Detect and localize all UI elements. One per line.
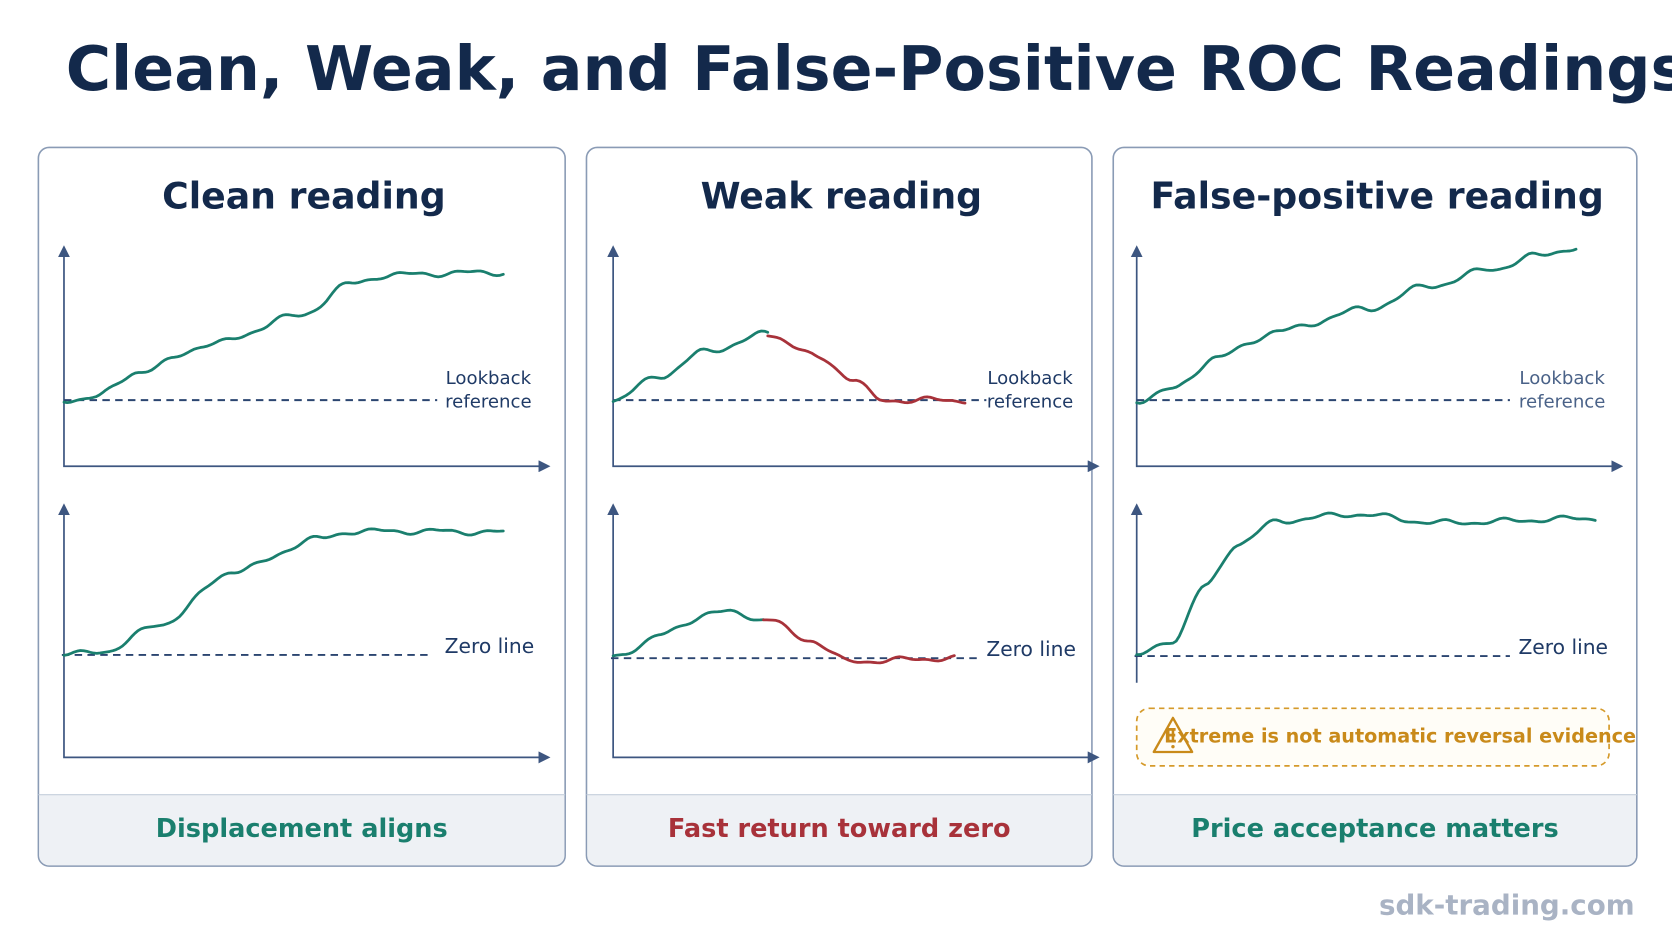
price-axes xyxy=(58,245,551,473)
panel-frame xyxy=(585,146,1093,867)
lookback-label: Lookback xyxy=(1519,368,1605,389)
lookback-label: reference xyxy=(445,391,531,412)
panel-footer: Fast return toward zero xyxy=(668,814,1011,844)
price-line-fade xyxy=(766,334,967,405)
zero-line-label: Zero line xyxy=(1518,635,1608,659)
zero-line-label: Zero line xyxy=(986,637,1076,661)
roc-line xyxy=(611,608,765,658)
price-line xyxy=(1135,247,1578,405)
panel: Weak reading Fast return toward zero Lookb… xyxy=(585,146,1100,867)
warning-icon xyxy=(1152,716,1194,754)
panel-footer-bg xyxy=(1114,794,1637,866)
lookback-label: Lookback xyxy=(446,368,532,389)
lookback-label: reference xyxy=(987,391,1073,412)
panel: False-positive reading Price acceptance m… xyxy=(1112,146,1638,867)
price-axes xyxy=(1130,245,1624,473)
panel-title: Clean reading xyxy=(162,175,446,218)
roc-line-fade xyxy=(762,618,956,665)
warning-box xyxy=(1135,707,1610,767)
warning: Extreme is not automatic reversal eviden… xyxy=(1135,707,1636,767)
panel-footer-bg xyxy=(587,794,1092,866)
warning-icon-dot xyxy=(1171,744,1175,749)
warning-text: Extreme is not automatic reversal eviden… xyxy=(1164,725,1636,748)
panel-footer: Displacement aligns xyxy=(156,814,448,844)
price-line xyxy=(611,329,770,403)
panel-footer-bg xyxy=(39,794,565,866)
roc-axes xyxy=(58,503,551,764)
panel: Clean reading Displacement aligns Lookback… xyxy=(37,146,566,867)
zero-line-label: Zero line xyxy=(445,634,535,658)
price-line xyxy=(62,269,505,404)
panel-title: False-positive reading xyxy=(1151,175,1604,218)
panel-frame xyxy=(37,146,566,867)
panel-footer: Price acceptance matters xyxy=(1191,814,1558,844)
lookback-label: reference xyxy=(1519,391,1605,412)
roc-line xyxy=(1135,511,1597,657)
watermark: sdk-trading.com xyxy=(1379,889,1635,922)
panel-title: Weak reading xyxy=(701,175,983,218)
roc-line xyxy=(62,527,505,657)
roc-axes xyxy=(607,503,1100,764)
price-axes xyxy=(607,245,1100,473)
page-title: Clean, Weak, and False-Positive ROC Read… xyxy=(66,33,1672,105)
lookback-label: Lookback xyxy=(987,368,1073,389)
